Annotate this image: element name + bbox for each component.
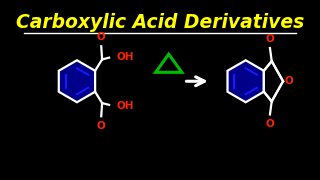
Polygon shape [228, 60, 264, 102]
Text: O: O [285, 76, 293, 86]
Text: OH: OH [117, 52, 134, 62]
Text: O: O [97, 121, 106, 131]
Text: OH: OH [117, 101, 134, 111]
Polygon shape [264, 61, 283, 101]
Text: O: O [97, 32, 106, 42]
Polygon shape [59, 60, 95, 102]
Text: Carboxylic Acid Derivatives: Carboxylic Acid Derivatives [16, 13, 304, 32]
Text: O: O [266, 34, 274, 44]
Text: O: O [266, 119, 274, 129]
